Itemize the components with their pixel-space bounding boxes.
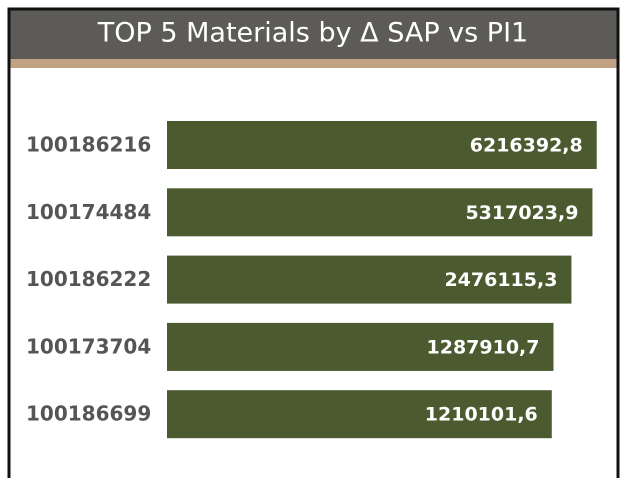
value-label: 1287910,7 [427, 336, 540, 358]
frame [7, 7, 620, 478]
chart-title: TOP 5 Materials by Δ SAP vs PI1 [97, 18, 528, 49]
value-label: 2476115,3 [444, 269, 557, 291]
title-underline [9, 59, 618, 68]
category-label: 100186699 [26, 402, 151, 426]
category-label: 100173704 [26, 334, 151, 358]
category-label: 100186216 [26, 133, 151, 157]
category-label: 100186222 [26, 267, 151, 291]
value-label: 6216392,8 [470, 135, 583, 157]
bar [167, 121, 597, 169]
bar [167, 322, 554, 371]
category-label: 100174484 [26, 200, 151, 224]
value-label: 5317023,9 [465, 202, 578, 224]
value-label: 1210101,6 [425, 404, 538, 426]
bar [167, 390, 552, 439]
bar [167, 188, 593, 237]
title-bar [9, 9, 618, 59]
bar [167, 255, 572, 304]
